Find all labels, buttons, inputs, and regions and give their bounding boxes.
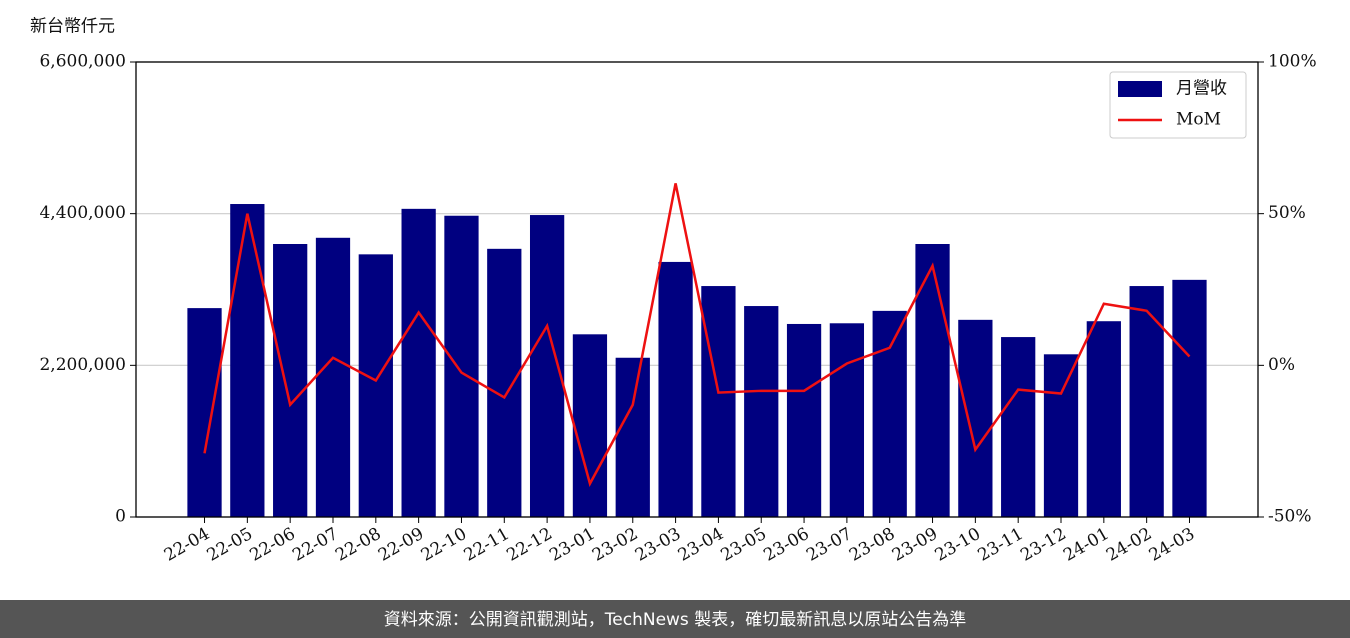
y2-tick-label: 50%: [1268, 203, 1306, 223]
x-tick-label: 23-09: [889, 524, 941, 566]
x-tick-label: 22-06: [246, 524, 298, 566]
bar: [572, 334, 608, 517]
x-tick-label: 23-12: [1017, 524, 1069, 566]
bar: [1172, 279, 1207, 517]
x-tick-label: 23-05: [718, 524, 770, 566]
x-tick-label: 22-09: [375, 524, 427, 566]
x-tick-label: 23-01: [546, 524, 598, 566]
x-tick-label: 23-08: [846, 524, 898, 566]
bar: [315, 237, 351, 517]
bar: [786, 323, 822, 517]
y-tick-label: 0: [115, 507, 126, 527]
bar: [358, 254, 393, 517]
bar: [1043, 354, 1079, 517]
footer-band: [0, 600, 1350, 638]
y-tick-label: 6,600,000: [39, 52, 126, 72]
bar: [915, 244, 950, 517]
x-tick-label: 22-11: [461, 524, 513, 566]
x-tick-label: 24-01: [1060, 524, 1112, 566]
x-tick-label: 22-12: [503, 524, 555, 566]
legend-swatch: [1118, 81, 1162, 97]
x-tick-label: 23-07: [803, 524, 855, 566]
x-tick-label: 23-06: [760, 524, 812, 566]
y2-tick-label: 100%: [1268, 52, 1317, 72]
bar: [487, 248, 522, 518]
bar: [1129, 286, 1164, 517]
bar: [958, 319, 993, 517]
footer-source: 資料來源：公開資訊觀測站，TechNews 製表，確切最新訊息以原站公告為準: [384, 610, 966, 630]
bar: [230, 204, 265, 518]
x-tick-label: 22-05: [204, 524, 256, 566]
bar: [401, 208, 436, 517]
x-tick-label: 23-03: [632, 524, 684, 566]
bar: [444, 215, 479, 517]
bar: [1001, 337, 1036, 517]
bar: [658, 261, 693, 517]
bar: [872, 310, 907, 517]
x-tick-label: 24-03: [1146, 524, 1198, 566]
bar: [829, 323, 865, 517]
y2-tick-label: 0%: [1268, 355, 1295, 375]
x-tick-label: 24-02: [1103, 524, 1155, 566]
x-tick-label: 23-10: [932, 524, 984, 566]
x-tick-label: 22-04: [161, 524, 213, 566]
y-axis-title: 新台幣仟元: [30, 17, 115, 37]
legend-label: MoM: [1176, 110, 1221, 130]
plot-frame: [135, 61, 1259, 518]
y2-tick-label: -50%: [1268, 507, 1312, 527]
y-tick-label: 4,400,000: [39, 203, 126, 223]
x-tick-label: 22-08: [332, 524, 384, 566]
bar: [273, 244, 308, 517]
x-tick-label: 23-02: [589, 524, 641, 566]
bar: [1086, 321, 1121, 517]
bar: [615, 357, 650, 517]
x-tick-label: 22-10: [418, 524, 470, 566]
x-tick-label: 22-07: [289, 524, 341, 566]
x-tick-label: 23-04: [675, 524, 727, 566]
bar: [744, 306, 779, 517]
x-tick-label: 23-11: [974, 524, 1026, 566]
line: [203, 183, 1191, 487]
legend-label: 月營收: [1176, 79, 1227, 99]
y-tick-label: 2,200,000: [39, 355, 126, 375]
bar: [701, 286, 736, 517]
bar: [187, 308, 222, 517]
